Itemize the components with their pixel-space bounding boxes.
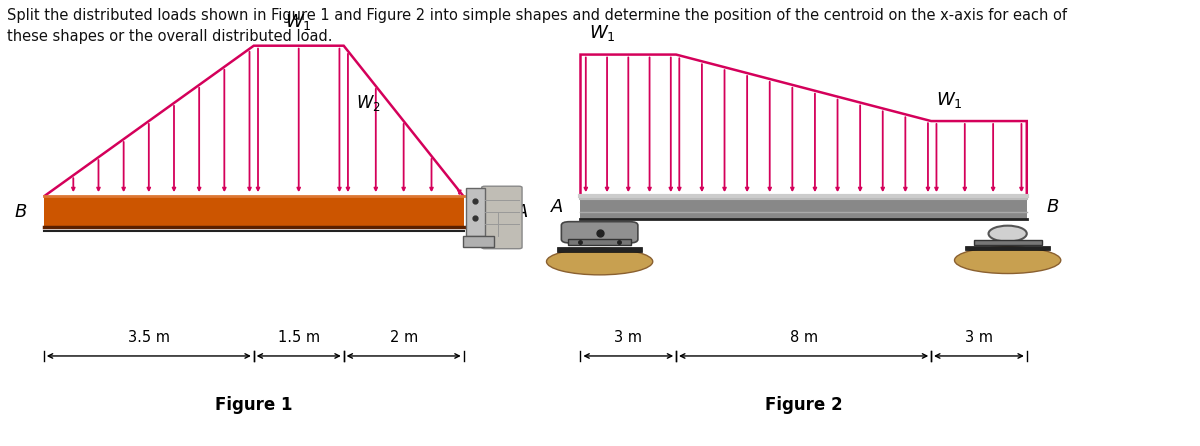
Text: 3.5 m: 3.5 m xyxy=(128,330,170,345)
FancyBboxPatch shape xyxy=(481,186,522,249)
Bar xyxy=(581,196,1027,219)
Text: Figure 2: Figure 2 xyxy=(764,396,842,413)
Bar xyxy=(44,196,463,227)
Bar xyxy=(466,187,485,236)
Text: 3 m: 3 m xyxy=(614,330,642,345)
Bar xyxy=(462,236,494,248)
FancyBboxPatch shape xyxy=(562,222,638,243)
Text: $W_2$: $W_2$ xyxy=(356,93,382,113)
Text: 1.5 m: 1.5 m xyxy=(277,330,319,345)
Text: 8 m: 8 m xyxy=(790,330,817,345)
Text: 3 m: 3 m xyxy=(965,330,992,345)
Text: Split the distributed loads shown in Figure 1 and Figure 2 into simple shapes an: Split the distributed loads shown in Fig… xyxy=(7,8,1067,44)
Bar xyxy=(973,240,1042,245)
Text: $B$: $B$ xyxy=(1046,198,1060,216)
Text: $A$: $A$ xyxy=(550,198,564,216)
Text: $A$: $A$ xyxy=(515,203,529,221)
Text: $W_1$: $W_1$ xyxy=(286,12,312,33)
Bar xyxy=(965,246,1050,251)
Ellipse shape xyxy=(546,248,653,275)
Text: $W_1$: $W_1$ xyxy=(589,24,616,44)
Bar xyxy=(568,239,631,245)
Text: Figure 1: Figure 1 xyxy=(215,396,293,413)
Text: $W_1$: $W_1$ xyxy=(936,90,964,110)
Ellipse shape xyxy=(954,247,1061,273)
Bar xyxy=(557,248,642,252)
Circle shape xyxy=(989,226,1027,242)
Text: $B$: $B$ xyxy=(14,203,28,221)
Text: 2 m: 2 m xyxy=(390,330,418,345)
